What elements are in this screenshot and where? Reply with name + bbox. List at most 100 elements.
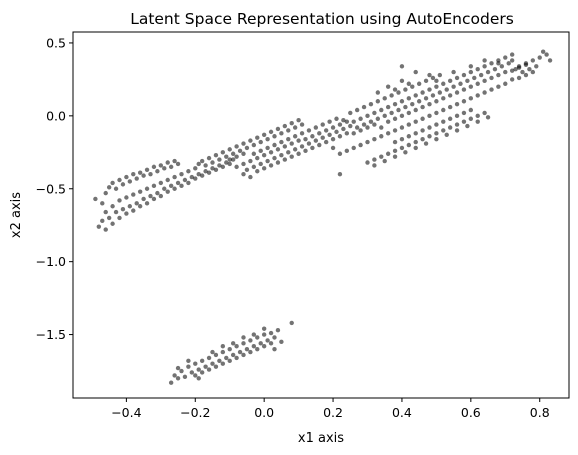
data-point	[454, 101, 460, 107]
data-point	[272, 142, 277, 148]
data-point	[313, 125, 319, 130]
data-point	[392, 139, 398, 145]
data-point	[423, 96, 429, 101]
data-point	[251, 164, 257, 170]
data-point	[427, 134, 432, 139]
data-point	[258, 148, 263, 154]
x-tick-label: −0.4	[111, 405, 141, 420]
data-point	[255, 135, 260, 140]
data-point	[265, 136, 270, 142]
data-point	[413, 69, 418, 75]
data-point	[175, 180, 181, 186]
data-point	[158, 163, 164, 168]
data-point	[217, 157, 222, 162]
data-point	[437, 90, 443, 95]
data-point	[241, 151, 246, 156]
data-point	[168, 164, 174, 170]
data-point	[399, 78, 405, 84]
data-point	[537, 55, 542, 60]
data-point	[251, 142, 257, 148]
data-point	[416, 81, 422, 86]
data-point	[392, 148, 398, 154]
data-point	[365, 139, 370, 145]
data-point	[127, 204, 133, 209]
data-point	[351, 131, 356, 136]
data-point	[258, 341, 263, 346]
data-point	[354, 125, 360, 130]
data-point	[275, 328, 281, 333]
data-point	[382, 113, 387, 119]
data-point	[368, 119, 374, 124]
data-point	[323, 139, 329, 145]
data-point	[234, 344, 239, 349]
data-point	[454, 122, 460, 127]
data-point	[461, 72, 467, 78]
data-point	[365, 160, 370, 165]
data-point	[186, 169, 191, 174]
data-point	[468, 69, 474, 75]
data-point	[320, 122, 325, 127]
data-point	[472, 75, 477, 81]
data-point	[406, 96, 412, 101]
data-point	[286, 150, 291, 155]
data-point	[413, 93, 418, 98]
data-point	[124, 195, 129, 200]
data-point	[162, 166, 167, 171]
data-point	[296, 118, 301, 123]
data-point	[368, 101, 374, 107]
data-point	[289, 320, 294, 326]
data-point	[540, 49, 546, 54]
data-point	[441, 107, 446, 113]
data-point	[261, 166, 267, 171]
data-point	[396, 90, 401, 95]
data-point	[148, 171, 153, 177]
data-point	[124, 174, 129, 180]
data-point	[372, 157, 377, 162]
data-point	[320, 135, 325, 140]
data-point	[244, 145, 250, 151]
data-point	[162, 186, 167, 191]
data-point	[113, 186, 119, 191]
data-point	[451, 84, 456, 89]
data-point	[513, 66, 518, 72]
data-point	[516, 65, 522, 70]
data-point	[261, 153, 267, 158]
data-point	[241, 171, 246, 177]
data-point	[196, 161, 201, 167]
data-point	[93, 196, 98, 202]
data-point	[523, 72, 529, 78]
data-point	[385, 119, 391, 124]
data-point	[482, 78, 487, 84]
data-point	[503, 81, 508, 86]
data-point	[279, 139, 284, 145]
plot-frame	[72, 31, 570, 399]
data-point	[523, 62, 529, 68]
data-point	[196, 376, 201, 381]
data-point	[406, 81, 412, 86]
data-point	[137, 170, 143, 175]
x-axis-ticks: −0.4 −0.2 0.0 0.2 0.4 0.6 0.8	[111, 398, 550, 420]
data-point	[351, 119, 356, 124]
data-point	[103, 227, 108, 232]
data-point	[482, 64, 487, 69]
data-point	[361, 104, 367, 110]
data-point	[213, 167, 219, 172]
data-point	[179, 171, 184, 177]
data-point	[379, 107, 384, 113]
data-point	[206, 155, 212, 161]
data-point	[392, 116, 398, 121]
data-point	[503, 55, 508, 60]
data-point	[193, 176, 198, 181]
data-point	[237, 148, 243, 154]
data-point	[399, 125, 405, 130]
data-point	[189, 370, 195, 375]
data-point	[234, 355, 239, 361]
data-point	[434, 99, 439, 104]
data-point	[234, 144, 239, 149]
data-point	[372, 136, 377, 142]
data-point	[482, 58, 487, 63]
data-point	[230, 157, 236, 162]
data-point	[310, 134, 315, 139]
data-point	[199, 358, 205, 364]
